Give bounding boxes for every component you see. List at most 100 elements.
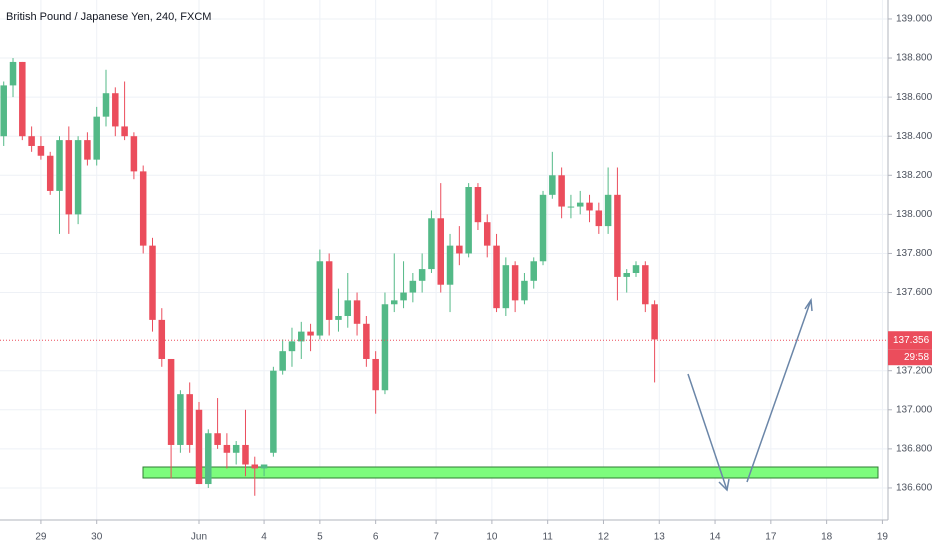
- y-tick-label: 137.000: [896, 404, 932, 415]
- candles: [0, 58, 658, 496]
- candle-body: [260, 464, 268, 469]
- candle-body: [195, 409, 203, 485]
- x-tick-label: 6: [373, 532, 379, 543]
- candle-body: [456, 245, 463, 254]
- candle-body: [307, 331, 314, 336]
- candle-body: [167, 358, 175, 445]
- candle-body: [288, 341, 296, 352]
- candle-body: [465, 187, 472, 254]
- candle-body: [614, 194, 621, 277]
- countdown-label: 29:58: [904, 352, 929, 363]
- candle-body: [493, 245, 500, 309]
- candle-body: [121, 126, 128, 137]
- candle-body: [483, 222, 491, 246]
- candle-body: [446, 245, 454, 285]
- y-tick-label: 138.800: [896, 53, 932, 64]
- candle-body: [418, 269, 426, 281]
- x-tick-label: 5: [317, 532, 323, 543]
- candle-body: [93, 116, 100, 160]
- candle-body: [502, 265, 510, 309]
- support-zone: [142, 466, 879, 479]
- candle-body: [177, 394, 184, 445]
- candle-body: [474, 187, 482, 223]
- candle-body: [428, 218, 435, 270]
- x-tick-label: 29: [35, 532, 47, 543]
- candle-body: [186, 394, 193, 445]
- candle-body: [623, 272, 630, 277]
- candle-body: [595, 210, 603, 227]
- candle-body: [381, 304, 389, 391]
- x-tick-label: 7: [433, 532, 439, 543]
- y-tick-label: 137.200: [896, 365, 932, 376]
- y-tick-label: 139.000: [896, 14, 932, 25]
- y-tick-label: 136.800: [896, 444, 932, 455]
- x-tick-label: 14: [709, 532, 721, 543]
- candle-body: [409, 280, 417, 293]
- candle-body: [28, 136, 35, 146]
- candle-body: [298, 331, 305, 342]
- candle-body: [84, 140, 91, 160]
- candle-body: [0, 85, 7, 137]
- candle-body: [74, 140, 82, 215]
- candle-body: [223, 444, 231, 453]
- candle-body: [632, 265, 640, 273]
- candle-body: [558, 175, 565, 207]
- countdown-box: [888, 349, 932, 366]
- candle-body: [521, 280, 528, 301]
- x-tick-label: 12: [598, 532, 610, 543]
- candle-body: [325, 261, 333, 320]
- candle-body: [102, 93, 110, 117]
- candle-body: [390, 300, 398, 305]
- candle-body: [576, 202, 584, 207]
- last-price-box: [888, 331, 932, 350]
- candle-body: [242, 444, 249, 465]
- candle-body: [353, 300, 361, 324]
- x-tick-label: 30: [91, 532, 103, 543]
- candle-body: [604, 194, 612, 227]
- candle-body: [205, 433, 212, 485]
- y-tick-label: 136.600: [896, 483, 932, 494]
- last-price-label: 137.356: [893, 335, 930, 346]
- grid: [0, 0, 888, 520]
- candle-body: [335, 315, 342, 320]
- arrow-head: [804, 297, 813, 312]
- axes: 136.600 136.800 137.000 137.200 137.600 137.8…: [0, 14, 932, 543]
- x-tick-label: 13: [654, 532, 666, 543]
- candle-body: [586, 202, 593, 211]
- x-tick-label: 4: [261, 532, 267, 543]
- projection-arrows: [687, 297, 813, 492]
- y-tick-label: 138.000: [896, 209, 932, 220]
- arrow-head: [718, 478, 730, 492]
- x-tick-label: 19: [877, 532, 889, 543]
- chart-title: British Pound / Japanese Yen, 240, FXCM: [6, 11, 211, 23]
- candle-body: [9, 61, 17, 86]
- candle-body: [372, 358, 379, 391]
- candle-body: [279, 351, 286, 371]
- candle-body: [149, 245, 156, 320]
- arrow-down: [687, 373, 728, 491]
- y-tick-label: 137.600: [896, 287, 932, 298]
- candle-body: [316, 261, 324, 336]
- candle-body: [112, 93, 119, 127]
- y-tick-label: 138.400: [896, 131, 932, 142]
- candle-body: [158, 319, 166, 359]
- candle-body: [539, 194, 547, 262]
- candle-body: [344, 300, 352, 316]
- x-tick-label: Jun: [191, 532, 207, 543]
- x-tick-label: 11: [542, 532, 553, 543]
- candle-body: [214, 433, 221, 445]
- candle-body: [511, 265, 519, 301]
- candle-body: [19, 61, 26, 137]
- candle-body: [65, 140, 73, 215]
- candle-body: [567, 206, 575, 208]
- candle-body: [251, 464, 259, 469]
- candle-body: [270, 370, 277, 453]
- candle-body: [642, 265, 649, 305]
- candle-body: [400, 292, 407, 301]
- candle-body: [549, 175, 556, 195]
- x-tick-label: 10: [486, 532, 498, 543]
- arrow-up: [746, 299, 812, 483]
- candle-body: [37, 145, 45, 156]
- candle-body: [139, 171, 147, 246]
